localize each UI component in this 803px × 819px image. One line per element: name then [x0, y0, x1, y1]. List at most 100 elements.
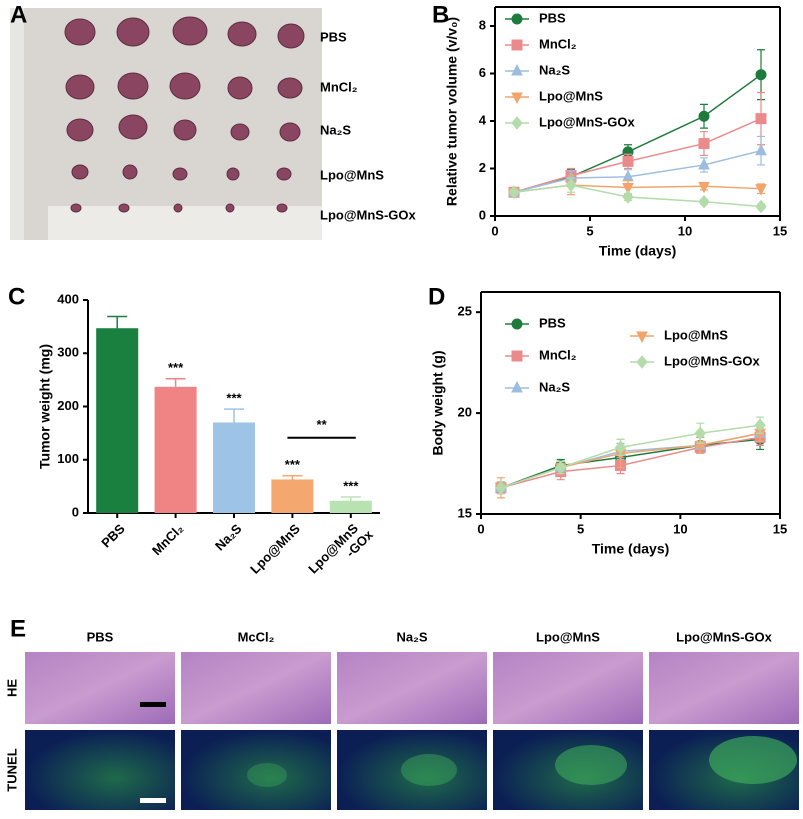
marker: [508, 185, 520, 200]
tunel-signal: [709, 736, 797, 784]
significance: ***: [168, 360, 184, 375]
error-bar: [282, 474, 303, 480]
panel-label: D: [428, 283, 445, 310]
series-line: [513, 184, 762, 193]
y-tick-label: 0: [72, 504, 79, 519]
y-tick-label: 8: [479, 17, 486, 32]
bar: [154, 386, 197, 513]
legend-label: Lpo@MnS: [539, 88, 603, 103]
y-axis-label: Relative tumor volume (v/v₀): [444, 17, 460, 206]
legend-marker: [511, 350, 523, 362]
panel-label: A: [10, 1, 27, 28]
panel-label: E: [10, 615, 26, 642]
row-label: Lpo@MnS: [320, 167, 384, 182]
bar: [96, 328, 139, 513]
error-bar: [165, 378, 186, 387]
legend-marker: [636, 355, 648, 369]
x-tick-label: 15: [773, 521, 787, 536]
panel-label: C: [8, 283, 25, 310]
marker: [565, 178, 577, 192]
x-tick-label: 0: [491, 223, 498, 238]
bar: [329, 500, 372, 513]
column-label: PBS: [87, 629, 114, 644]
marker: [755, 199, 767, 214]
micrograph: [337, 652, 487, 724]
series-line: [513, 184, 762, 208]
error-bar: [340, 496, 361, 501]
micrograph: [25, 730, 175, 810]
legend-label: PBS: [539, 315, 566, 330]
column-label: Lpo@MnS: [536, 629, 600, 644]
photo: [10, 8, 322, 240]
marker: [622, 155, 634, 167]
x-tick-label: Lpo@MnS-GOx: [306, 516, 377, 587]
x-tick-label: Lpo@MnS: [247, 521, 303, 577]
error-bar: [107, 315, 128, 329]
y-tick-label: 4: [479, 112, 487, 127]
legend-marker: [511, 116, 523, 130]
marker: [698, 138, 710, 150]
legend-label: MnCl₂: [539, 36, 577, 51]
legend-label: Na₂S: [539, 62, 570, 77]
x-tick-label: 5: [586, 223, 593, 238]
significance: ***: [343, 478, 359, 493]
panel-label: B: [432, 1, 449, 28]
series-line: [513, 149, 762, 193]
row-label: PBS: [320, 29, 347, 44]
marker: [698, 181, 710, 194]
column-label: Na₂S: [396, 629, 427, 644]
legend-label: MnCl₂: [539, 347, 577, 362]
column-label: McCl₂: [238, 629, 275, 644]
y-tick-label: 400: [57, 291, 79, 306]
x-axis-label: Time (days): [599, 243, 677, 259]
legend-label: PBS: [539, 10, 566, 25]
tunel-signal: [401, 754, 457, 786]
marker: [755, 113, 767, 125]
row-label: Lpo@MnS-GOx: [320, 207, 416, 222]
marker: [495, 480, 507, 495]
significance: ***: [226, 391, 242, 406]
bracket-label: **: [317, 417, 328, 432]
legend-marker: [511, 13, 523, 25]
marker: [555, 460, 567, 475]
series-line: [500, 432, 761, 489]
x-tick-label: 10: [678, 223, 692, 238]
x-tick-label: 5: [577, 521, 584, 536]
x-axis-label: Time (days): [592, 541, 670, 557]
marker: [755, 69, 767, 81]
marker: [755, 184, 767, 196]
y-tick-label: 200: [57, 398, 79, 413]
micrograph: [337, 730, 487, 810]
marker: [614, 440, 627, 455]
tunel-signal: [555, 745, 627, 785]
legend-marker: [636, 331, 648, 344]
y-tick-label: 300: [57, 345, 79, 360]
legend-label: Lpo@MnS: [664, 327, 728, 342]
legend-marker: [511, 380, 523, 393]
micrograph: [25, 652, 175, 724]
y-tick-label: 25: [458, 304, 472, 319]
legend-label: Lpo@MnS-GOx: [664, 353, 760, 368]
marker: [694, 426, 706, 441]
column-label: Lpo@MnS-GOx: [676, 629, 772, 644]
x-tick-label: Na₂S: [212, 521, 245, 554]
row-label: MnCl₂: [320, 79, 358, 94]
marker: [622, 190, 634, 204]
y-tick-label: 15: [458, 505, 472, 520]
x-tick-label: 0: [477, 521, 484, 536]
legend-marker: [511, 92, 523, 105]
marker: [754, 418, 766, 432]
bar: [271, 479, 314, 513]
micrograph: [181, 652, 331, 724]
legend-label: Lpo@MnS-GOx: [539, 114, 635, 129]
significance: ***: [285, 457, 301, 472]
y-tick-label: 100: [57, 451, 79, 466]
legend-marker: [511, 63, 523, 76]
legend-marker: [511, 39, 523, 51]
scale-bar: [140, 702, 166, 707]
marker: [698, 157, 710, 170]
x-tick-label: 15: [773, 223, 787, 238]
micrograph: [649, 652, 799, 724]
series-line: [513, 117, 762, 193]
